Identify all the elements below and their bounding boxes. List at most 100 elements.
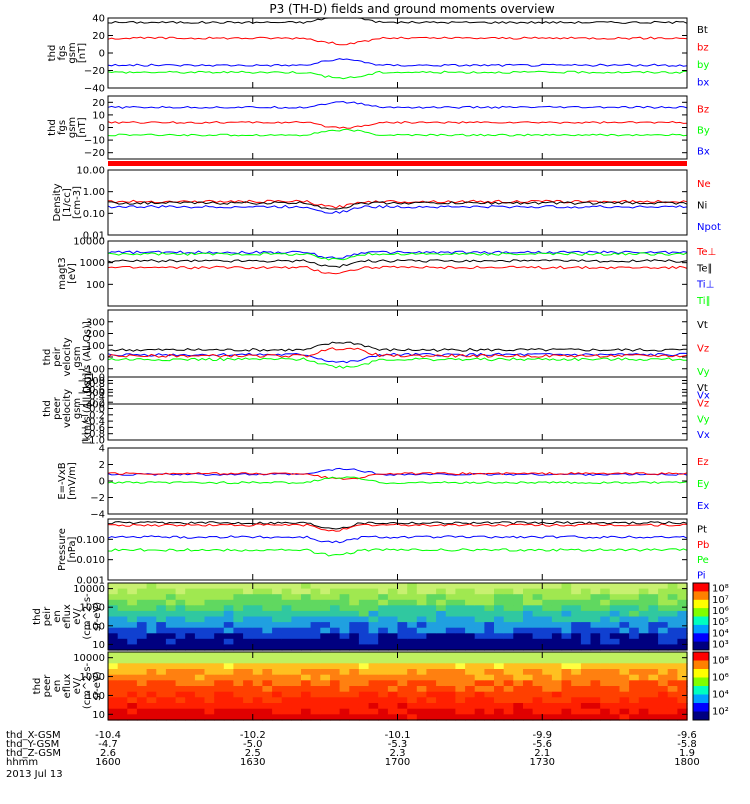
- spectrogram-cell: [542, 708, 553, 715]
- spectrogram-cell: [301, 627, 312, 634]
- spectrogram-cell: [387, 686, 399, 693]
- spectrogram-cell: [358, 605, 370, 612]
- spectrogram-cell: [108, 588, 119, 595]
- spectrogram-cell: [648, 599, 659, 606]
- spectrogram-cell: [542, 657, 553, 664]
- spectrogram-cell: [648, 680, 659, 687]
- spectrogram-cell: [233, 697, 244, 704]
- spectrogram-cell: [358, 674, 370, 681]
- spectrogram-cell: [194, 622, 206, 629]
- y-axis-label: thd: [32, 608, 43, 625]
- spectrogram-cell: [252, 657, 264, 664]
- spectrogram-cell: [378, 663, 389, 670]
- spectrogram-cell: [474, 644, 485, 651]
- spectrogram-cell: [494, 669, 505, 676]
- spectrogram-cell: [146, 686, 157, 693]
- spectrogram-cell: [397, 610, 408, 618]
- legend-entry: Ex: [697, 501, 709, 512]
- spectrogram-cell: [194, 588, 206, 595]
- spectrogram-cell: [445, 703, 457, 710]
- y-tick-label: 10000: [73, 237, 105, 248]
- series-line-Ex: [107, 467, 688, 476]
- spectrogram-cell: [551, 599, 563, 606]
- spectrogram-cell: [378, 708, 389, 715]
- spectrogram-cell: [600, 610, 611, 618]
- spectrogram-cell: [580, 616, 592, 623]
- spectrogram-cell: [494, 644, 505, 651]
- spectrogram-cell: [542, 610, 553, 618]
- spectrogram-cell: [580, 644, 592, 651]
- spectrogram-cell: [609, 605, 621, 612]
- spectrogram-cell: [503, 657, 514, 664]
- spectrogram-cell: [580, 674, 592, 681]
- spectrogram-cell: [330, 674, 341, 681]
- spectrogram-cell: [185, 680, 196, 687]
- spectrogram-cell: [474, 622, 485, 629]
- spectrogram-cell: [542, 638, 553, 645]
- spectrogram-cell: [330, 697, 341, 704]
- spectrogram-cell: [484, 599, 495, 606]
- spectrogram-cell: [474, 633, 485, 640]
- spectrogram-cell: [310, 708, 321, 715]
- spectrogram-cell: [387, 691, 399, 698]
- spectrogram-cell: [426, 669, 437, 676]
- spectrogram-cell: [648, 663, 659, 670]
- spectrogram-cell: [629, 669, 640, 676]
- spectrogram-cell: [117, 674, 128, 681]
- spectrogram-cell: [600, 697, 611, 704]
- spectrogram-cell: [194, 652, 206, 659]
- spectrogram-cell: [494, 633, 505, 640]
- spectrogram-cell: [339, 708, 350, 715]
- spectrogram-cell: [387, 627, 399, 634]
- spectrogram-cell: [291, 703, 302, 710]
- spectrogram-cell: [330, 652, 341, 659]
- spectrogram-cell: [156, 669, 167, 676]
- spectrogram-cell: [175, 605, 186, 612]
- spectrogram-cell: [397, 599, 408, 606]
- spectrogram-cell: [445, 674, 457, 681]
- spectrogram-cell: [484, 697, 495, 704]
- spectrogram-cell: [349, 703, 360, 710]
- legend-entry: Vz: [697, 343, 709, 354]
- spectrogram-cell: [619, 680, 630, 687]
- spectrogram-cell: [503, 703, 514, 710]
- spectrogram-cell: [561, 610, 572, 618]
- spectrogram-cell: [677, 622, 688, 629]
- spectrogram-cell: [368, 610, 379, 618]
- spectrogram-cell: [281, 610, 292, 618]
- spectrogram-cell: [185, 686, 196, 693]
- legend-entry: By: [697, 126, 710, 137]
- spectrogram-cell: [474, 599, 485, 606]
- x-axis-value: 2.1: [534, 748, 550, 759]
- spectrogram-cell: [146, 633, 157, 640]
- spectrogram-cell: [494, 616, 505, 623]
- spectrogram-cell: [223, 588, 235, 595]
- spectrogram-cell: [108, 594, 119, 601]
- spectrogram-cell: [194, 663, 206, 670]
- spectrogram-cell: [609, 638, 621, 645]
- spectrogram-cell: [677, 605, 688, 612]
- spectrogram-cell: [532, 610, 543, 618]
- spectrogram-cell: [214, 644, 225, 651]
- spectrogram-cell: [146, 697, 157, 704]
- spectrogram-cell: [561, 657, 572, 664]
- spectrogram-cell: [330, 616, 341, 623]
- spectrogram-cell: [590, 652, 601, 659]
- spectrogram-cell: [204, 627, 215, 634]
- spectrogram-cell: [445, 669, 457, 676]
- spectrogram-cell: [358, 703, 370, 710]
- x-axis-value: -5.6: [532, 739, 552, 750]
- spectrogram-cell: [571, 622, 582, 629]
- spectrogram-cell: [204, 594, 215, 601]
- spectrogram-cell: [407, 657, 418, 664]
- y-tick-label: −10: [84, 136, 105, 147]
- spectrogram-cell: [310, 633, 321, 640]
- y-tick-label: 0: [99, 477, 105, 488]
- spectrogram-cell: [551, 686, 563, 693]
- spectrogram-cell: [301, 703, 312, 710]
- spectrogram-cell: [233, 708, 244, 715]
- spectrogram-cell: [378, 588, 389, 595]
- spectrogram-cell: [291, 708, 302, 715]
